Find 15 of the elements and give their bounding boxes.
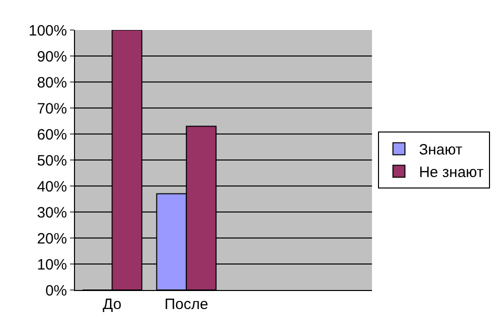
y-tick-label: 70% <box>36 100 67 118</box>
x-tick-label: После <box>164 296 208 313</box>
legend-label: Знают <box>418 142 463 159</box>
legend-label: Не знают <box>418 164 484 182</box>
y-tick-label: 50% <box>36 152 67 170</box>
y-tick-label: 30% <box>36 204 67 222</box>
y-tick-label: 100% <box>28 22 67 40</box>
y-tick-label: 80% <box>36 74 67 92</box>
y-tick-label: 60% <box>36 126 67 144</box>
y-tick-label: 40% <box>36 178 67 196</box>
y-tick-label: 90% <box>36 48 67 66</box>
y-tick-label: 10% <box>36 256 67 274</box>
y-tick-label: 0% <box>45 282 67 300</box>
y-tick-label: 20% <box>36 230 67 248</box>
x-tick-label: До <box>102 296 122 313</box>
